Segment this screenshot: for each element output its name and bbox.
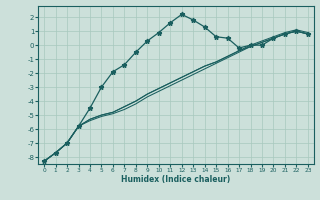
X-axis label: Humidex (Indice chaleur): Humidex (Indice chaleur) xyxy=(121,175,231,184)
